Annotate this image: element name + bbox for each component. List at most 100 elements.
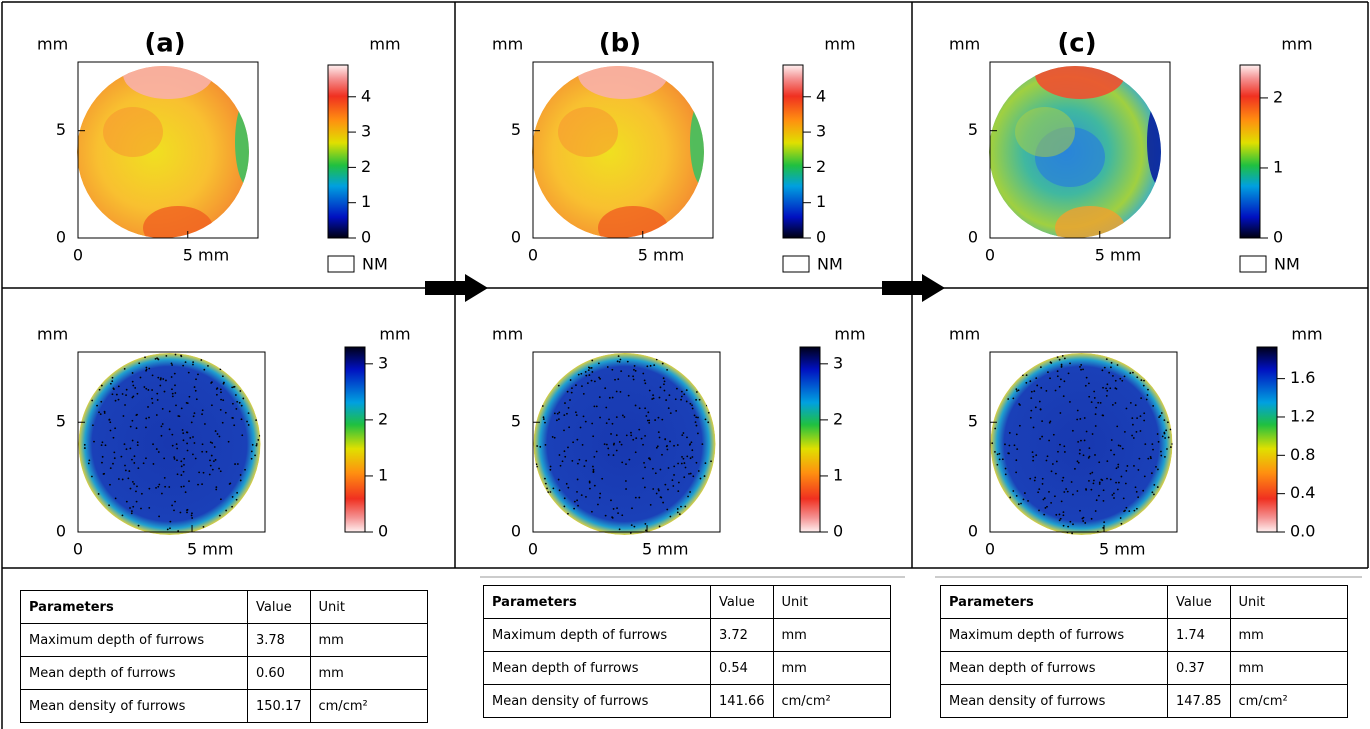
- speckle: [608, 418, 610, 421]
- speckle: [689, 402, 692, 405]
- speckle: [112, 462, 114, 465]
- speckle: [608, 396, 611, 399]
- speckle: [1088, 395, 1091, 398]
- table-cell: Value: [247, 590, 311, 624]
- table-cell: cm/cm²: [1229, 684, 1348, 718]
- speckle: [695, 424, 698, 427]
- speckle: [83, 443, 86, 446]
- speckle: [649, 503, 652, 506]
- speckle: [1133, 465, 1135, 467]
- speckle: [186, 511, 188, 514]
- speckle: [547, 491, 549, 494]
- table-cell: mm: [309, 623, 428, 657]
- speckle: [1101, 369, 1104, 372]
- speckle: [242, 397, 245, 400]
- speckle: [998, 452, 1001, 455]
- speckle: [583, 465, 586, 468]
- y-unit: mm: [492, 35, 523, 54]
- speckle: [156, 392, 159, 395]
- speckle: [168, 410, 171, 413]
- speckle: [593, 380, 596, 383]
- speckle: [1156, 486, 1159, 488]
- speckle: [651, 398, 654, 400]
- speckle: [644, 523, 647, 525]
- speckle: [558, 418, 560, 420]
- speckle: [704, 418, 707, 421]
- speckle: [1095, 406, 1098, 409]
- speckle: [644, 407, 647, 410]
- table-cell: mm: [1229, 651, 1348, 685]
- speckle: [129, 425, 132, 428]
- speckle: [625, 463, 627, 466]
- speckle: [1106, 389, 1109, 392]
- colorbar-tick-label: 2: [1273, 87, 1283, 106]
- speckle: [109, 429, 112, 432]
- speckle: [684, 505, 687, 508]
- speckle: [1008, 432, 1011, 434]
- speckle: [218, 514, 221, 517]
- speckle: [677, 462, 680, 465]
- speckle: [634, 369, 637, 372]
- speckle: [1031, 451, 1034, 454]
- colorbar-tick-label: 2: [378, 409, 388, 428]
- colorbar-unit: mm: [369, 35, 400, 54]
- speckle: [223, 381, 225, 384]
- table-row: Mean density of furrows 141.66 cm/cm²: [483, 684, 891, 718]
- speckle: [1111, 403, 1114, 406]
- speckle: [1025, 381, 1028, 384]
- speckle: [643, 486, 646, 489]
- speckle: [1143, 412, 1146, 415]
- speckle: [559, 464, 562, 467]
- speckle: [1116, 425, 1119, 428]
- speckle: [683, 462, 686, 464]
- speckle: [1106, 383, 1109, 386]
- speckle: [1094, 510, 1097, 512]
- speckle: [233, 385, 236, 388]
- colorbar-unit: mm: [1281, 35, 1312, 54]
- speckle: [88, 459, 91, 462]
- speckle: [655, 492, 658, 495]
- speckle: [1004, 467, 1007, 470]
- colorbar-tick-label: 1: [361, 192, 371, 211]
- table-cell: Parameters: [940, 585, 1168, 619]
- speckle: [542, 416, 545, 419]
- speckle: [174, 353, 177, 356]
- speckle: [1114, 387, 1117, 390]
- colorbar-tick-label: 2: [361, 157, 371, 176]
- speckle: [161, 492, 163, 495]
- speckle: [1113, 492, 1115, 495]
- speckle: [255, 443, 258, 445]
- speckle: [111, 380, 114, 383]
- speckle: [597, 503, 599, 506]
- speckle: [657, 488, 660, 491]
- x-tick-label: 5 mm: [642, 540, 688, 559]
- speckle: [638, 407, 641, 410]
- speckle: [1114, 379, 1117, 382]
- speckle: [599, 377, 601, 380]
- speckle: [192, 363, 194, 366]
- map-patch: [143, 206, 213, 238]
- speckle: [114, 497, 117, 500]
- speckle: [198, 471, 201, 474]
- speckle: [567, 512, 569, 515]
- speckle: [1169, 446, 1172, 448]
- speckle: [145, 366, 148, 369]
- speckle: [1136, 417, 1139, 420]
- speckle: [1122, 497, 1125, 500]
- speckle: [214, 458, 217, 461]
- speckle: [1128, 510, 1131, 513]
- speckle: [691, 407, 694, 410]
- speckle: [658, 436, 661, 439]
- panel-label: (a): [144, 29, 185, 59]
- speckle: [1147, 457, 1150, 460]
- speckle: [632, 438, 635, 441]
- speckle: [642, 443, 644, 446]
- speckle: [152, 443, 154, 446]
- speckle: [1029, 380, 1032, 383]
- map-base: [532, 66, 704, 238]
- speckle: [598, 396, 601, 399]
- speckle: [644, 382, 647, 385]
- speckle: [147, 406, 149, 408]
- colorbar-tick-label: 3: [816, 122, 826, 141]
- speckle: [1133, 509, 1136, 512]
